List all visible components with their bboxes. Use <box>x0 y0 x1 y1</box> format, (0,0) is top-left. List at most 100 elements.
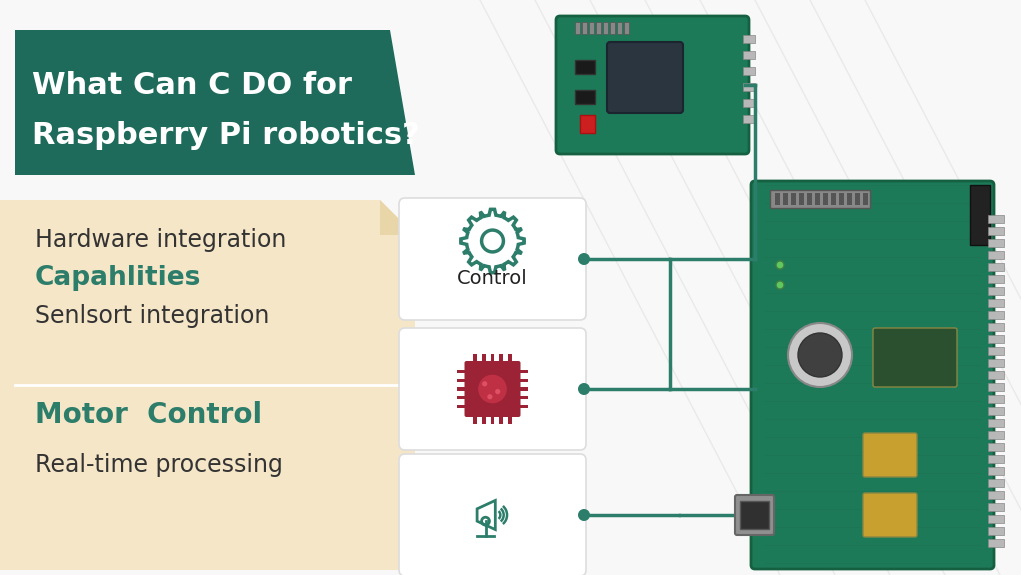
Bar <box>743 83 755 91</box>
Text: What Can C DO for: What Can C DO for <box>32 71 352 99</box>
Circle shape <box>798 333 842 377</box>
Bar <box>791 193 796 205</box>
Bar <box>474 415 477 424</box>
Bar <box>499 354 503 363</box>
Circle shape <box>495 389 500 394</box>
Text: Capahlities: Capahlities <box>35 265 201 291</box>
Bar <box>582 22 587 34</box>
Bar <box>457 388 467 390</box>
FancyBboxPatch shape <box>751 181 994 569</box>
Bar <box>743 115 755 123</box>
Bar <box>743 99 755 107</box>
FancyBboxPatch shape <box>863 493 917 537</box>
Text: Motor  Control: Motor Control <box>35 401 262 429</box>
Bar <box>988 503 1004 511</box>
Bar <box>988 251 1004 259</box>
Bar <box>988 299 1004 307</box>
Bar <box>988 395 1004 403</box>
Bar <box>988 443 1004 451</box>
Bar <box>988 455 1004 463</box>
Text: Senlsort integration: Senlsort integration <box>35 304 270 328</box>
Text: Hardware integration: Hardware integration <box>35 228 286 252</box>
Bar <box>457 370 467 373</box>
Bar <box>807 193 812 205</box>
Bar <box>863 193 868 205</box>
Bar <box>499 415 503 424</box>
Bar <box>491 415 494 424</box>
Circle shape <box>478 375 506 403</box>
Bar <box>491 354 494 363</box>
Bar <box>482 415 486 424</box>
Bar <box>988 419 1004 427</box>
Circle shape <box>578 383 590 395</box>
Bar <box>508 415 512 424</box>
Bar <box>988 335 1004 343</box>
Polygon shape <box>15 30 415 175</box>
FancyBboxPatch shape <box>399 328 586 450</box>
FancyBboxPatch shape <box>465 361 521 417</box>
Bar <box>624 22 629 34</box>
Text: Raspberry Pi robotics?: Raspberry Pi robotics? <box>32 121 420 150</box>
Circle shape <box>578 253 590 265</box>
Bar <box>519 388 528 390</box>
Bar <box>508 354 512 363</box>
Bar <box>988 431 1004 439</box>
Bar <box>770 190 870 208</box>
Bar <box>855 193 860 205</box>
Bar <box>988 515 1004 523</box>
FancyBboxPatch shape <box>863 433 917 477</box>
Bar <box>799 193 804 205</box>
Bar <box>988 371 1004 379</box>
Text: Real-time processing: Real-time processing <box>35 453 283 477</box>
Bar <box>519 379 528 382</box>
Bar <box>988 491 1004 499</box>
Bar <box>815 193 820 205</box>
Circle shape <box>487 394 492 400</box>
Bar <box>743 35 755 43</box>
Circle shape <box>776 261 784 269</box>
Bar <box>519 396 528 400</box>
Bar <box>988 215 1004 223</box>
Bar <box>847 193 852 205</box>
Bar <box>596 22 601 34</box>
Bar <box>988 539 1004 547</box>
Bar <box>988 359 1004 367</box>
Bar <box>474 354 477 363</box>
Text: Control: Control <box>457 270 528 289</box>
Bar <box>580 115 595 133</box>
Bar <box>617 22 622 34</box>
Bar <box>775 193 780 205</box>
Circle shape <box>578 509 590 521</box>
Bar <box>482 354 486 363</box>
Bar <box>839 193 844 205</box>
Bar <box>988 467 1004 475</box>
Bar <box>519 405 528 408</box>
Bar <box>823 193 828 205</box>
FancyBboxPatch shape <box>873 328 957 387</box>
Bar <box>610 22 615 34</box>
Bar <box>575 60 595 74</box>
Bar <box>457 379 467 382</box>
FancyBboxPatch shape <box>735 495 774 535</box>
Bar <box>988 227 1004 235</box>
Bar <box>988 527 1004 535</box>
Bar <box>988 383 1004 391</box>
FancyBboxPatch shape <box>556 16 749 154</box>
Bar <box>575 90 595 104</box>
Bar <box>988 407 1004 415</box>
Bar <box>575 22 580 34</box>
Bar <box>457 405 467 408</box>
Bar <box>519 370 528 373</box>
FancyBboxPatch shape <box>607 42 683 113</box>
Bar <box>603 22 607 34</box>
Circle shape <box>788 323 852 387</box>
Bar <box>988 239 1004 247</box>
Circle shape <box>776 281 784 289</box>
Bar <box>988 263 1004 271</box>
Bar <box>988 479 1004 487</box>
Circle shape <box>482 381 487 386</box>
Bar <box>831 193 836 205</box>
Bar <box>743 51 755 59</box>
Bar <box>783 193 788 205</box>
FancyBboxPatch shape <box>740 501 769 529</box>
